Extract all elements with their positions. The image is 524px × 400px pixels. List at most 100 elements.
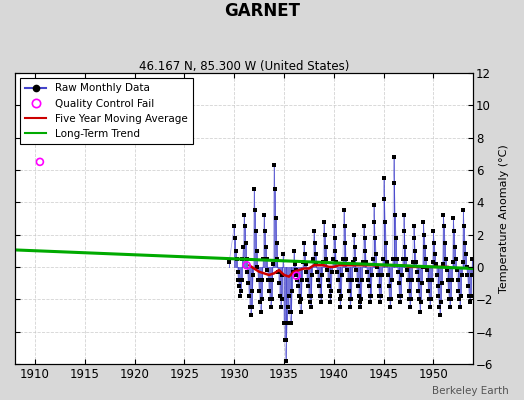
- Point: [337, 293, 345, 299]
- Point: [343, 267, 351, 273]
- Point: [412, 259, 420, 265]
- Point: [402, 267, 411, 273]
- Point: [390, 180, 399, 186]
- Point: [317, 293, 325, 299]
- Point: [359, 259, 367, 265]
- Point: [257, 309, 265, 315]
- Point: [446, 304, 454, 310]
- Point: [327, 288, 335, 294]
- Point: [375, 283, 383, 290]
- Point: [433, 283, 442, 290]
- Point: [358, 277, 366, 283]
- Point: [365, 283, 373, 290]
- Point: [411, 248, 419, 254]
- Point: [400, 228, 409, 234]
- Point: [387, 296, 395, 302]
- Point: [459, 207, 467, 214]
- Point: [413, 277, 422, 283]
- Point: [249, 272, 257, 278]
- Point: [246, 304, 254, 310]
- Point: [253, 248, 261, 254]
- Point: [331, 235, 339, 241]
- Point: [230, 223, 238, 230]
- Point: [346, 304, 355, 310]
- Point: [328, 268, 336, 275]
- Point: [263, 256, 271, 262]
- Point: [237, 288, 245, 294]
- Point: [285, 293, 293, 299]
- Point: [418, 280, 426, 286]
- Point: [281, 336, 289, 343]
- Point: [410, 235, 419, 241]
- Point: [450, 228, 458, 234]
- Point: [442, 256, 450, 262]
- Point: [255, 288, 263, 294]
- Point: [361, 248, 369, 254]
- Point: [425, 296, 433, 302]
- Point: [389, 256, 397, 262]
- Point: [250, 186, 258, 192]
- Point: [244, 280, 253, 286]
- Point: [455, 296, 463, 302]
- Point: [253, 264, 261, 270]
- Point: [352, 267, 361, 273]
- Point: [380, 196, 389, 202]
- Point: [355, 299, 364, 306]
- Point: [433, 272, 441, 278]
- Point: [288, 288, 297, 294]
- Point: [466, 299, 474, 306]
- Point: [392, 256, 401, 262]
- Point: [394, 268, 402, 275]
- Point: [441, 240, 449, 246]
- Point: [311, 240, 319, 246]
- Point: [376, 299, 385, 306]
- Point: [377, 293, 385, 299]
- Point: [282, 336, 291, 343]
- Point: [302, 268, 311, 275]
- Point: [463, 264, 471, 270]
- Point: [259, 256, 267, 262]
- Point: [347, 296, 355, 302]
- Point: [371, 235, 379, 241]
- Point: [318, 272, 326, 278]
- Point: [270, 162, 278, 168]
- Point: [348, 259, 357, 265]
- Point: [451, 244, 459, 251]
- Point: [342, 256, 351, 262]
- Point: [291, 272, 300, 278]
- Point: [322, 256, 331, 262]
- Point: [354, 283, 362, 290]
- Point: [365, 293, 374, 299]
- Point: [463, 272, 472, 278]
- Point: [248, 288, 257, 294]
- Title: 46.167 N, 85.300 W (United States): 46.167 N, 85.300 W (United States): [139, 60, 350, 73]
- Point: [361, 235, 369, 241]
- Point: [287, 309, 296, 315]
- Point: [307, 293, 315, 299]
- Point: [427, 296, 435, 302]
- Point: [278, 272, 287, 278]
- Point: [304, 283, 312, 290]
- Point: [293, 277, 301, 283]
- Point: [312, 260, 321, 267]
- Point: [243, 268, 252, 275]
- Point: [399, 256, 407, 262]
- Point: [315, 293, 324, 299]
- Point: [419, 264, 427, 270]
- Point: [424, 288, 433, 294]
- Point: [325, 293, 334, 299]
- Point: [430, 240, 439, 246]
- Point: [428, 277, 436, 283]
- Point: [385, 283, 393, 290]
- Point: [263, 267, 271, 273]
- Point: [265, 288, 273, 294]
- Point: [422, 256, 430, 262]
- Point: [233, 256, 241, 262]
- Point: [359, 223, 368, 230]
- Point: [261, 244, 270, 251]
- Point: [462, 251, 470, 257]
- Point: [231, 235, 239, 241]
- Point: [272, 240, 281, 246]
- Point: [242, 240, 250, 246]
- Point: [466, 293, 475, 299]
